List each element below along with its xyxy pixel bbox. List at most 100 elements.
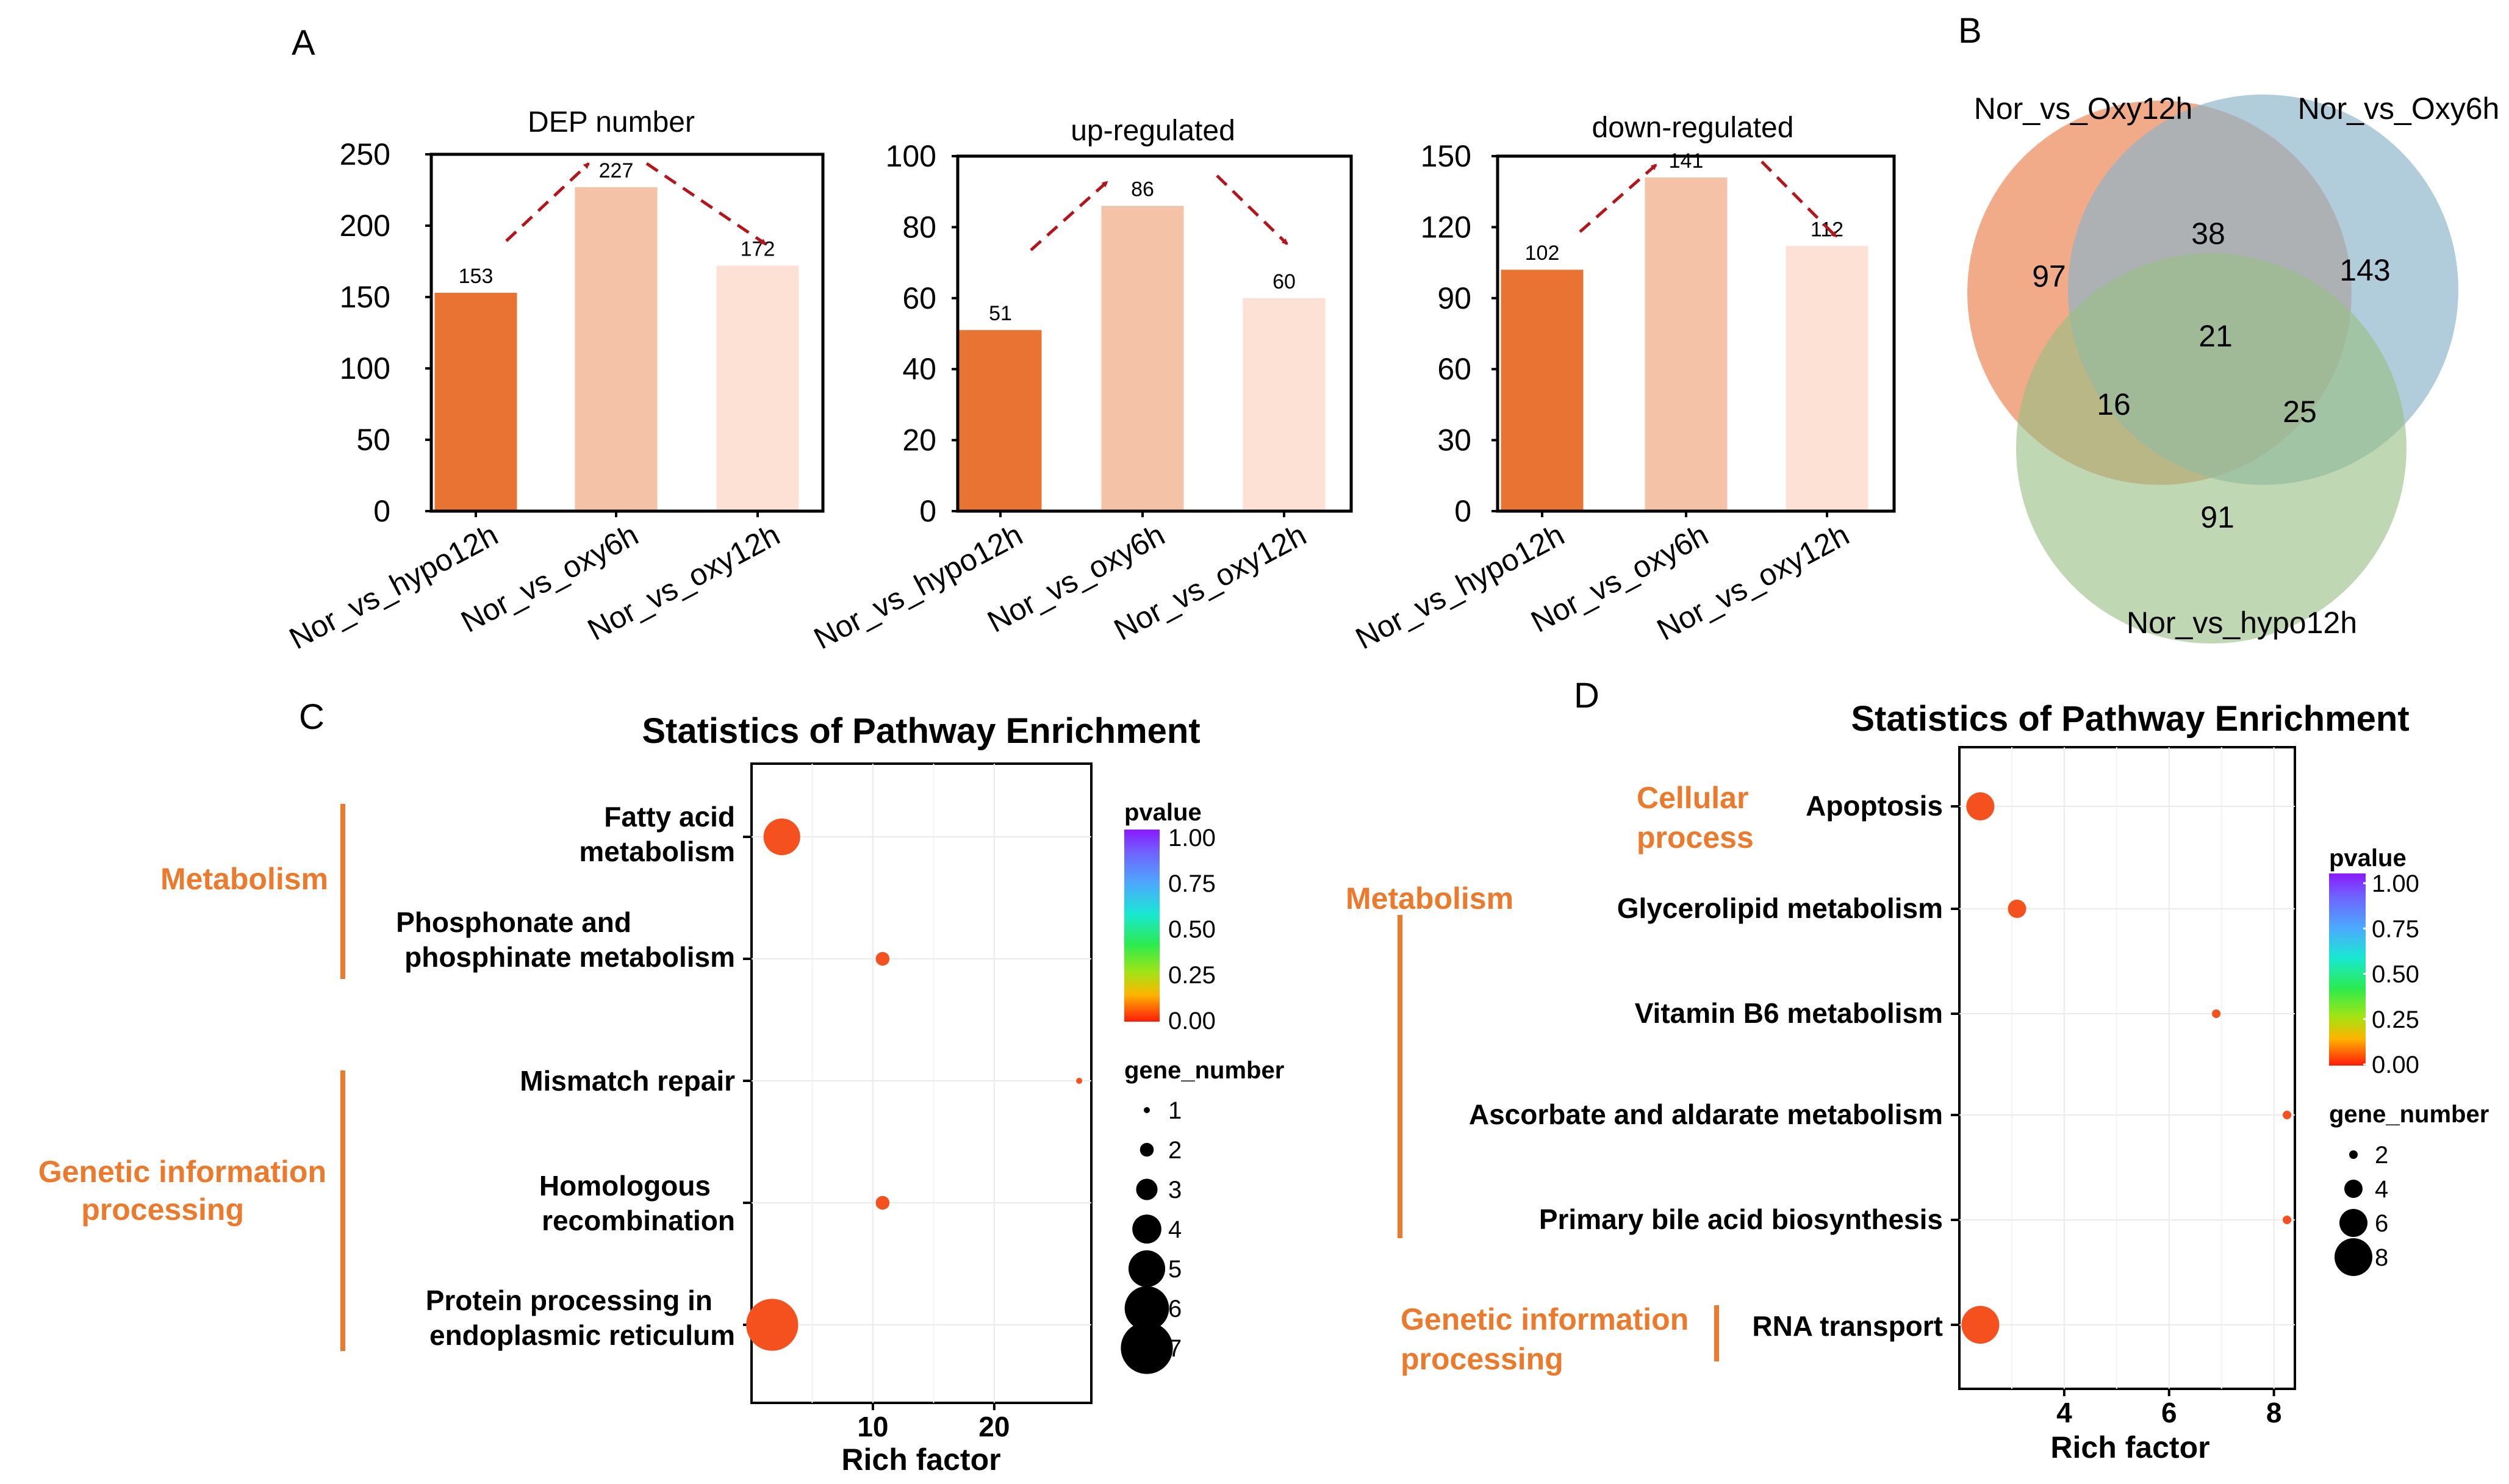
data-point: [875, 1195, 890, 1210]
enrichment-plot-c: Statistics of Pathway Enrichment 10 20 Ri…: [38, 711, 1285, 1477]
size-legend-label: 7: [1168, 1335, 1182, 1362]
category-label-line: metabolism: [579, 836, 735, 867]
y-tick-label: 100: [886, 139, 936, 173]
size-legend-dot: [1140, 1142, 1154, 1157]
chart-title: Statistics of Pathway Enrichment: [1851, 699, 2409, 739]
bar: [959, 330, 1042, 511]
venn-count: 91: [2200, 500, 2234, 534]
size-legend-label: 2: [1168, 1137, 1182, 1164]
group-label-line: Cellular: [1637, 781, 1748, 815]
enrichment-plot-d: Statistics of Pathway Enrichment 4 6 8 Ric…: [1346, 699, 2489, 1464]
category-label-line: Protein processing in: [426, 1285, 712, 1316]
venn-count: 143: [2339, 253, 2390, 287]
venn-set-label: Nor_vs_Oxy12h: [1974, 91, 2193, 126]
group-label: Genetic information processing: [1401, 1302, 1689, 1376]
panel-label-a: A: [292, 23, 315, 63]
category-label-line: Phosphonate and: [396, 906, 631, 938]
bar: [1501, 270, 1584, 511]
category-label: Homologous recombination: [539, 1170, 735, 1236]
size-legend-dot: [1124, 1286, 1169, 1331]
y-tick-label: 120: [1421, 210, 1471, 244]
venn-count: 25: [2283, 395, 2317, 429]
size-legend-dot: [1132, 1214, 1161, 1244]
plot-frame: [429, 152, 825, 513]
chart-title: up-regulated: [1071, 115, 1235, 147]
x-axis-label: Rich factor: [841, 1443, 1000, 1477]
size-legend-dot: [2339, 1209, 2367, 1237]
bar: [1786, 246, 1868, 511]
category-label: Protein processing in endoplasmic reticul…: [426, 1285, 735, 1351]
plot-frame: [956, 154, 1353, 513]
venn-count: 38: [2191, 217, 2225, 251]
category-label: RNA transport: [1752, 1310, 1943, 1342]
size-legend-label: 5: [1168, 1256, 1182, 1283]
arrow-up: [1030, 181, 1108, 251]
color-scale-label: 0.75: [2372, 916, 2419, 942]
y-tick-label: 50: [356, 423, 390, 457]
x-tick-label: 10: [857, 1411, 888, 1443]
data-point: [746, 1299, 799, 1351]
bar-chart-dep-number: DEP number 050100150200250153Nor_vs_hypo…: [284, 106, 825, 656]
group-label-line: process: [1637, 820, 1754, 855]
category-label-line: phosphinate metabolism: [404, 941, 735, 973]
category-label: Phosphonate and phosphinate metabolism: [396, 906, 735, 973]
group-label-line: Genetic information: [1401, 1302, 1689, 1336]
arrow-down: [1761, 160, 1837, 238]
arrow-down: [645, 162, 767, 246]
bar: [1243, 298, 1326, 511]
color-scale: [2329, 873, 2366, 1066]
arrow-up: [505, 162, 590, 242]
legend-title: gene_number: [1124, 1057, 1284, 1084]
y-tick-label: 60: [902, 281, 936, 315]
size-legend-label: 8: [2375, 1244, 2388, 1271]
bar: [716, 265, 799, 511]
data-point: [763, 818, 800, 856]
category-label: Apoptosis: [1806, 790, 1943, 822]
bar: [575, 187, 658, 511]
y-tick-label: 150: [1421, 139, 1471, 173]
bar: [1101, 206, 1184, 511]
category-label-line: endoplasmic reticulum: [429, 1319, 735, 1351]
panel-label-b: B: [1958, 11, 1982, 51]
x-tick-label: 20: [978, 1411, 1010, 1443]
y-tick-label: 90: [1437, 281, 1471, 315]
group-label: Cellular process: [1637, 781, 1754, 855]
bar-value-label: 60: [1272, 270, 1296, 293]
data-point: [1076, 1078, 1083, 1084]
size-legend-label: 4: [2375, 1176, 2388, 1203]
venn-set-hypo12h: [2016, 253, 2407, 643]
x-tick-label: Nor_vs_hypo12h: [1350, 517, 1570, 656]
color-scale: [1124, 830, 1160, 1022]
size-legend-label: 1: [1168, 1097, 1182, 1124]
group-label: Metabolism: [1346, 881, 1513, 916]
color-scale-label: 0.75: [1168, 870, 1216, 897]
y-tick-label: 0: [1454, 494, 1471, 528]
data-point: [2283, 1216, 2292, 1224]
category-label: Fatty acid metabolism: [579, 801, 735, 867]
bar-value-label: 51: [989, 302, 1012, 325]
x-tick-label: 6: [2161, 1397, 2177, 1428]
arrow-down: [1216, 174, 1288, 245]
data-point: [1966, 792, 1995, 820]
data-point: [2212, 1009, 2221, 1018]
bar-chart-up-regulated: up-regulated 0 20 40 60 80 100 51 Nor_vs_hypo12…: [808, 115, 1353, 656]
chart-title: Statistics of Pathway Enrichment: [642, 711, 1200, 751]
y-tick-label: 30: [1437, 423, 1471, 457]
panel-label-d: D: [1574, 676, 1599, 715]
size-legend-dot: [1136, 1178, 1158, 1200]
size-legend-label: 6: [2375, 1210, 2388, 1237]
color-scale-label: 0.50: [1168, 916, 1216, 943]
bar-value-label: 102: [1525, 242, 1560, 265]
group-label: Metabolism: [160, 862, 328, 896]
data-point: [875, 952, 890, 966]
group-label-line: processing: [81, 1192, 244, 1227]
size-legend-dot: [1144, 1107, 1150, 1113]
color-scale-label: 1.00: [2372, 870, 2419, 897]
size-legend-label: 6: [1168, 1296, 1182, 1322]
plot-frame: [750, 762, 1093, 1404]
category-label: Mismatch repair: [520, 1065, 735, 1097]
y-tick-label: 0: [373, 494, 390, 528]
color-scale-label: 0.00: [1168, 1008, 1216, 1034]
bar-value-label: 153: [459, 265, 494, 288]
venn-count: 21: [2199, 319, 2233, 353]
